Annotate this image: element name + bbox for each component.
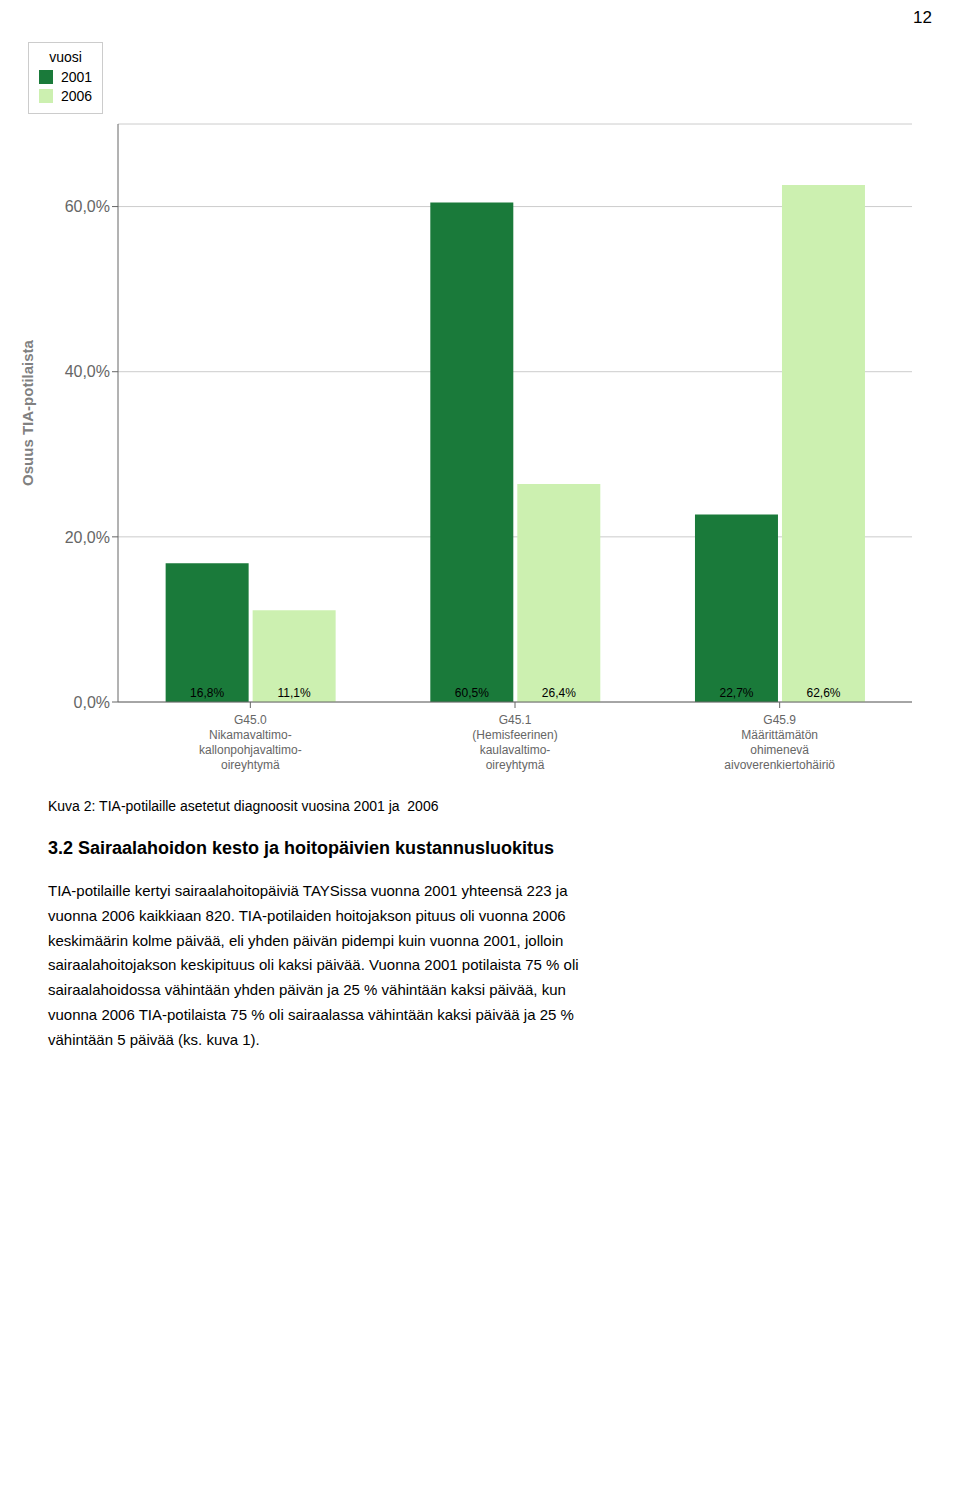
svg-text:62,6%: 62,6%	[806, 686, 840, 700]
html-text:2006: 2006	[61, 88, 93, 104]
svg-text:40,0%: 40,0%	[65, 363, 110, 380]
svg-text:0,0%: 0,0%	[74, 694, 110, 711]
svg-text:Osuus TIA-potilaista: Osuus TIA-potilaista	[19, 339, 36, 486]
svg-text:G45.0Nikamavaltimo-kallonpohja: G45.0Nikamavaltimo-kallonpohjavaltimo-oi…	[199, 713, 302, 772]
svg-text:22,7%: 22,7%	[719, 686, 753, 700]
html-text:Kuva 2: TIA-potilaille asetetu: Kuva 2: TIA-potilaille asetetut diagnoos…	[48, 798, 439, 814]
html-text:3.2 Sairaalahoidon kesto ja ho: 3.2 Sairaalahoidon kesto ja hoitopäivien…	[48, 838, 555, 858]
svg-text:11,1%: 11,1%	[278, 686, 311, 700]
html-text:vuosi: vuosi	[49, 49, 82, 65]
svg-text:60,0%: 60,0%	[65, 198, 110, 215]
svg-text:G45.9Määrittämätönohimeneväaiv: G45.9Määrittämätönohimeneväaivoverenkier…	[724, 713, 835, 772]
html-text:2001: 2001	[61, 69, 93, 85]
html-text:TIA-potilaille kertyi sairaala: TIA-potilaille kertyi sairaalahoitopäivi…	[48, 882, 579, 1048]
svg-text:26,4%: 26,4%	[542, 686, 576, 700]
svg-text:20,0%: 20,0%	[65, 529, 110, 546]
html-text:12: 12	[913, 8, 932, 27]
svg-text:16,8%: 16,8%	[190, 686, 224, 700]
svg-text:G45.1(Hemisfeerinen)kaulavalti: G45.1(Hemisfeerinen)kaulavaltimo-oireyht…	[472, 713, 557, 772]
svg-text:60,5%: 60,5%	[455, 686, 489, 700]
